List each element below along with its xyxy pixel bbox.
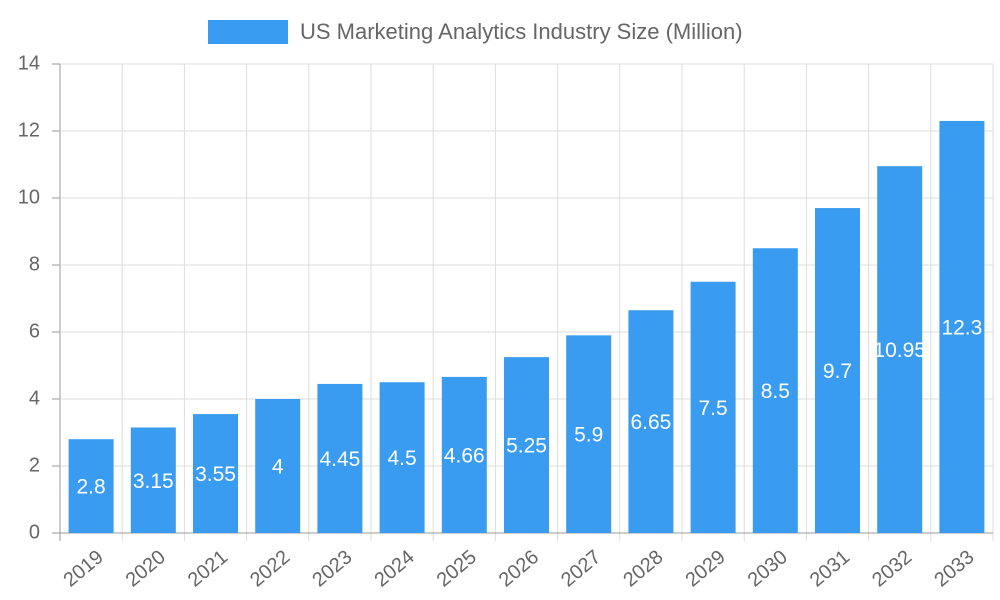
- bar: [628, 310, 674, 533]
- bar: [504, 357, 549, 533]
- bar: [255, 399, 301, 533]
- value-label: 2.8: [76, 476, 105, 499]
- value-label: 12.3: [941, 317, 982, 340]
- x-tick-label: 2031: [806, 546, 854, 591]
- x-tick-label: 2029: [681, 546, 729, 591]
- y-tick-label: 6: [29, 320, 40, 342]
- y-tick-label: 12: [18, 119, 40, 141]
- legend-label[interactable]: US Marketing Analytics Industry Size (Mi…: [300, 19, 743, 44]
- bar: [130, 427, 176, 533]
- value-label: 5.9: [574, 424, 603, 447]
- bar: [939, 120, 985, 533]
- value-label: 4: [272, 456, 284, 479]
- value-label: 4.45: [319, 448, 360, 471]
- x-tick-label: 2023: [308, 546, 356, 591]
- value-label: 3.15: [133, 470, 174, 493]
- y-tick-label: 8: [29, 253, 40, 275]
- y-tick-label: 0: [29, 521, 40, 543]
- y-tick-label: 14: [18, 52, 40, 74]
- bar: [566, 335, 612, 533]
- bar: [193, 414, 238, 533]
- bar: [317, 383, 363, 533]
- value-label: 3.55: [195, 463, 236, 486]
- x-tick-label: 2027: [557, 546, 605, 591]
- y-tick-label: 2: [29, 454, 40, 476]
- bar: [690, 281, 736, 533]
- value-label: 5.25: [506, 435, 547, 458]
- x-tick-label: 2020: [122, 546, 170, 591]
- x-tick-label: 2021: [184, 546, 232, 591]
- bar: [815, 208, 860, 534]
- bar: [379, 382, 425, 533]
- value-label: 8.5: [761, 380, 790, 403]
- x-tick-label: 2030: [744, 546, 792, 591]
- x-tick-label: 2026: [495, 546, 543, 591]
- x-tick-label: 2025: [433, 546, 481, 591]
- legend-swatch[interactable]: [208, 20, 288, 44]
- bar: [441, 376, 487, 533]
- x-tick-label: 2033: [930, 546, 978, 591]
- value-label: 4.66: [444, 444, 485, 467]
- x-tick-label: 2028: [619, 546, 667, 591]
- value-label: 6.65: [630, 411, 671, 434]
- x-tick-label: 2019: [59, 546, 107, 591]
- bar: [68, 439, 114, 533]
- value-label: 7.5: [698, 397, 727, 420]
- x-tick-label: 2032: [868, 546, 916, 591]
- value-label: 4.5: [387, 447, 416, 470]
- y-tick-label: 10: [18, 186, 40, 208]
- value-label: 10.95: [873, 339, 926, 362]
- bar: [877, 166, 923, 534]
- value-label: 9.7: [823, 360, 852, 383]
- y-tick-label: 4: [29, 387, 40, 409]
- bar: [752, 248, 798, 533]
- x-tick-label: 2024: [370, 546, 418, 591]
- x-tick-label: 2022: [246, 546, 294, 591]
